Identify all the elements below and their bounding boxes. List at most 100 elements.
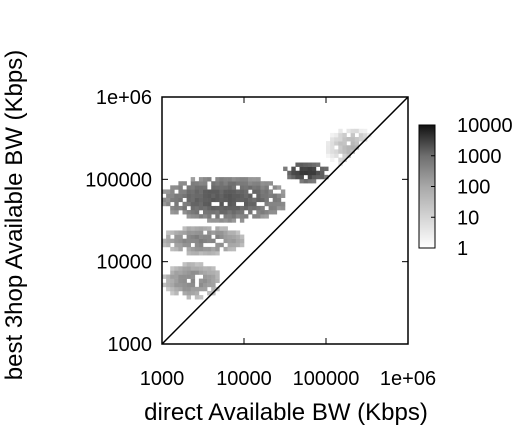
heatmap-cell — [342, 153, 347, 158]
heatmap-cell — [219, 226, 224, 231]
heatmap-cell — [338, 141, 343, 146]
heatmap-cell — [207, 197, 212, 203]
heatmap-cell — [198, 234, 204, 239]
heatmap-cell — [166, 197, 171, 203]
heatmap-cell — [346, 137, 351, 142]
x-tick-label: 10000 — [216, 368, 272, 390]
heatmap-cell — [346, 145, 351, 150]
heatmap-cell — [186, 201, 191, 207]
heatmap-cell — [330, 141, 335, 146]
heatmap-cell — [186, 274, 191, 279]
heatmap-cell — [194, 201, 200, 207]
heatmap-cell — [166, 282, 171, 288]
heatmap-cell — [211, 230, 216, 235]
heatmap-cell — [194, 230, 200, 235]
heatmap-cell — [256, 185, 261, 190]
heatmap-cell — [227, 205, 232, 211]
heatmap-cell — [170, 185, 175, 190]
heatmap-cell — [334, 149, 339, 154]
heatmap-cell — [227, 201, 232, 207]
heatmap-cell — [186, 185, 191, 190]
heatmap-cell — [203, 246, 208, 252]
heatmap-cell — [166, 234, 171, 239]
heatmap-cell — [219, 197, 224, 203]
heatmap-cell — [198, 193, 204, 198]
heatmap-cell — [211, 185, 216, 190]
heatmap-cell — [280, 201, 286, 207]
heatmap-cell — [346, 149, 351, 154]
heatmap-cell — [190, 201, 196, 207]
heatmap-cell — [190, 193, 196, 198]
heatmap-cell — [194, 246, 200, 252]
heatmap-cell — [223, 197, 228, 203]
heatmap-cell — [182, 193, 187, 198]
heatmap-cell — [170, 274, 175, 279]
heatmap-cell — [194, 238, 200, 244]
heatmap-cell — [326, 149, 331, 154]
heatmap-cell — [303, 178, 309, 184]
heatmap-cell — [198, 189, 204, 194]
heatmap-cell — [231, 205, 237, 211]
heatmap-cell — [174, 242, 179, 248]
heatmap-cell — [198, 251, 204, 256]
heatmap-cell — [174, 197, 179, 203]
heatmap-cell — [190, 262, 196, 267]
heatmap-cell — [219, 234, 224, 239]
heatmap-cell — [350, 137, 355, 142]
heatmap-cell — [342, 141, 347, 146]
heatmap-cell — [170, 238, 175, 244]
heatmap-cell — [231, 214, 237, 219]
heatmap-cell — [178, 197, 183, 203]
heatmap-cell — [207, 201, 212, 207]
heatmap-cell — [244, 205, 249, 211]
heatmap-cell — [231, 234, 237, 239]
heatmap-cell — [338, 128, 343, 134]
heatmap-cell — [166, 201, 171, 207]
heatmap-cell — [186, 242, 191, 248]
heatmap-cell — [207, 230, 212, 235]
colorbar-tick-label: 1 — [457, 238, 468, 260]
heatmap-cell — [350, 132, 355, 138]
heatmap-cell — [295, 162, 300, 167]
colorbar-tick-label: 1000 — [457, 146, 502, 168]
x-axis: 1000 10000 100000 1e+06 — [140, 97, 436, 390]
heatmap-cell — [215, 214, 220, 219]
heatmap-cell — [198, 185, 204, 190]
heatmap-cell — [256, 189, 261, 194]
heatmap-cell — [186, 189, 191, 194]
heatmap-cell — [215, 181, 220, 186]
heatmap-cell — [215, 274, 220, 279]
heatmap-cell — [207, 234, 212, 239]
heatmap-cell — [276, 193, 282, 198]
heatmap-cell — [326, 153, 331, 158]
heatmap-cell — [182, 230, 187, 235]
heatmap-cell — [342, 137, 347, 142]
heatmap-cell — [194, 262, 200, 267]
heatmap-cell — [307, 174, 313, 180]
heatmap-cell — [268, 189, 273, 194]
heatmap-cell — [324, 166, 329, 172]
heatmap-cell — [190, 226, 196, 231]
heatmap-cell — [166, 230, 171, 235]
heatmap-cell — [311, 170, 317, 176]
heatmap-cell — [324, 174, 329, 180]
heatmap-cell — [239, 197, 245, 203]
heatmap-cell — [203, 234, 208, 239]
heatmap-cell — [260, 181, 265, 186]
heatmap-cell — [244, 189, 249, 194]
heatmap-cell — [239, 181, 245, 186]
heatmap-cell — [198, 226, 204, 231]
heatmap-cell — [162, 282, 167, 288]
heatmap-cell — [223, 181, 228, 186]
y-tick-label: 10000 — [96, 252, 152, 274]
heatmap-cell — [194, 242, 200, 248]
heatmap-cell — [299, 162, 304, 167]
heatmap-cell — [276, 201, 282, 207]
heatmap-cell — [186, 210, 191, 215]
heatmap-cell — [182, 262, 187, 267]
heatmap-cell — [326, 145, 331, 150]
heatmap-cell — [311, 166, 317, 172]
heatmap-cell — [190, 270, 196, 275]
heatmap-cell — [194, 266, 200, 271]
heatmap-cell — [190, 197, 196, 203]
